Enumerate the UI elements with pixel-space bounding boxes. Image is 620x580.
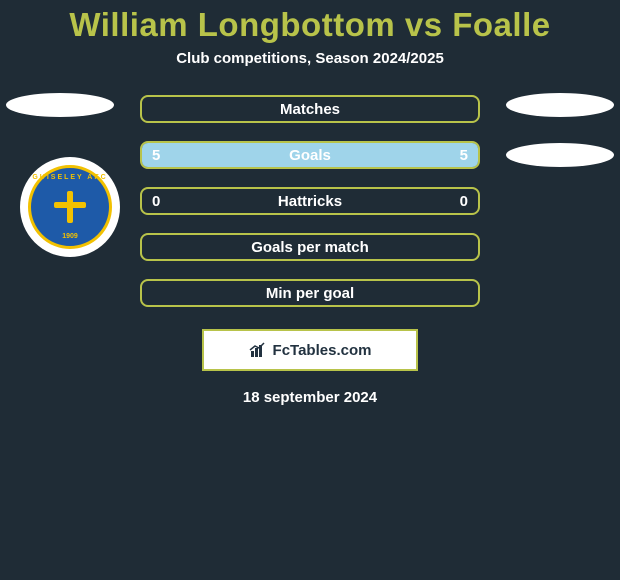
bar-fill-left [142,143,310,167]
stat-bars: Matches 5 Goals 5 0 Hattricks 0 [140,95,480,307]
date-text: 18 september 2024 [243,389,377,406]
stat-label: Hattricks [142,193,478,210]
stat-value-right: 0 [460,193,468,210]
player-right-pill-1 [506,93,614,117]
stat-label: Goals per match [142,239,478,256]
stat-label: Matches [142,101,478,118]
stat-row-goals-per-match: Goals per match [140,233,480,261]
badge-year: 1909 [31,233,109,240]
stat-area: GUISELEY AFC 1909 [0,95,620,307]
stat-row-matches: Matches [140,95,480,123]
logo-text: FcTables.com [273,342,372,359]
stat-value-left: 0 [152,193,160,210]
chart-icon [249,341,267,359]
page-subtitle: Club competitions, Season 2024/2025 [176,50,444,67]
page-title: William Longbottom vs Foalle [69,6,550,44]
stat-row-goals: 5 Goals 5 [140,141,480,169]
stat-row-hattricks: 0 Hattricks 0 [140,187,480,215]
stat-value-right: 5 [460,147,468,164]
stat-label: Min per goal [142,285,478,302]
stat-value-left: 5 [152,147,160,164]
player-right-pill-2 [506,143,614,167]
club-badge-inner: GUISELEY AFC 1909 [28,165,112,249]
comparison-card: William Longbottom vs Foalle Club compet… [0,0,620,580]
player-left-pill-1 [6,93,114,117]
club-badge-left: GUISELEY AFC 1909 [20,157,120,257]
bar-fill-right [310,143,478,167]
cross-icon [50,187,90,227]
badge-club-name: GUISELEY AFC [31,174,109,181]
fctables-logo: FcTables.com [202,329,418,371]
stat-row-min-per-goal: Min per goal [140,279,480,307]
